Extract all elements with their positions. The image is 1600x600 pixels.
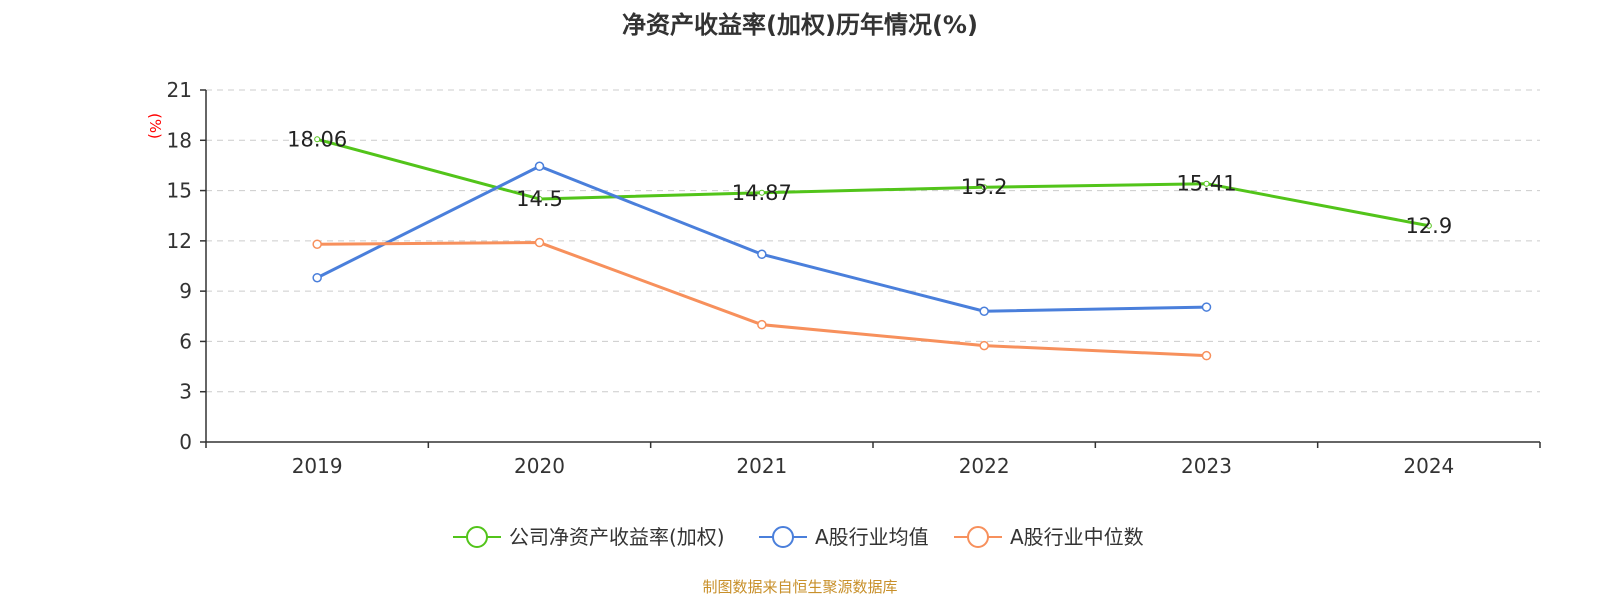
data-point[interactable] (979, 340, 989, 351)
x-tick-label: 2024 (1403, 454, 1454, 478)
data-point[interactable] (534, 161, 545, 172)
y-axis-label: (%) (146, 113, 164, 139)
legend-item-2[interactable]: A股行业中位数 (954, 525, 1144, 549)
legend-label: 公司净资产收益率(加权) (509, 525, 725, 549)
data-point[interactable] (1425, 222, 1432, 229)
data-label: 14.5 (516, 187, 563, 211)
y-tick-label: 12 (167, 229, 192, 253)
legend-marker-icon (772, 526, 794, 548)
data-label: 14.87 (732, 181, 792, 205)
x-tick-label: 2021 (736, 454, 787, 478)
data-point[interactable] (536, 195, 543, 202)
data-point[interactable] (1201, 302, 1212, 312)
series-group (312, 136, 1432, 361)
grid (206, 89, 1540, 393)
data-point[interactable] (758, 189, 765, 196)
legend-item-0[interactable]: 公司净资产收益率(加权) (453, 525, 725, 549)
data-point[interactable] (757, 319, 767, 330)
data-label: 12.9 (1405, 214, 1452, 238)
legend[interactable]: 公司净资产收益率(加权) A股行业均值 A股行业中位数 (453, 525, 1144, 549)
data-point[interactable] (314, 136, 321, 143)
legend-label: A股行业均值 (815, 525, 929, 549)
data-label: 18.06 (287, 127, 347, 151)
data-label: 15.41 (1176, 172, 1236, 196)
series-line-2 (317, 241, 1207, 358)
legend-marker-icon (967, 526, 989, 548)
source-note: 制图数据来自恒生聚源数据库 (702, 578, 897, 596)
data-point[interactable] (312, 272, 322, 283)
y-tick-label: 3 (179, 380, 192, 404)
y-tick-label: 9 (179, 279, 192, 303)
y-tick-label: 6 (179, 329, 192, 353)
legend-item-1[interactable]: A股行业均值 (759, 525, 929, 549)
chart-title: 净资产收益率(加权)历年情况(%) (622, 11, 978, 39)
axes: 0 3 6 9 12 15 18 21 2019 2020 2021 2022 2023 2024 (167, 78, 1541, 478)
data-point[interactable] (1203, 180, 1210, 187)
legend-marker-icon (466, 526, 488, 548)
data-point[interactable] (534, 237, 545, 248)
x-tick-label: 2023 (1181, 454, 1232, 478)
data-point[interactable] (757, 249, 767, 260)
y-tick-label: 0 (179, 430, 192, 454)
data-point[interactable] (312, 239, 322, 249)
data-labels: 18.06 14.5 14.87 15.2 15.41 12.9 (287, 127, 1452, 237)
data-point[interactable] (1201, 350, 1212, 361)
y-tick-label: 21 (167, 78, 192, 102)
data-label: 15.2 (961, 175, 1008, 199)
x-tick-label: 2019 (292, 454, 343, 478)
data-point[interactable] (981, 184, 988, 191)
x-tick-label: 2020 (514, 454, 565, 478)
y-tick-label: 18 (167, 128, 192, 152)
data-point[interactable] (979, 306, 989, 317)
y-tick-label: 15 (167, 179, 192, 203)
series-line-0 (316, 137, 1430, 228)
legend-label: A股行业中位数 (1010, 525, 1144, 549)
x-tick-label: 2022 (959, 454, 1010, 478)
